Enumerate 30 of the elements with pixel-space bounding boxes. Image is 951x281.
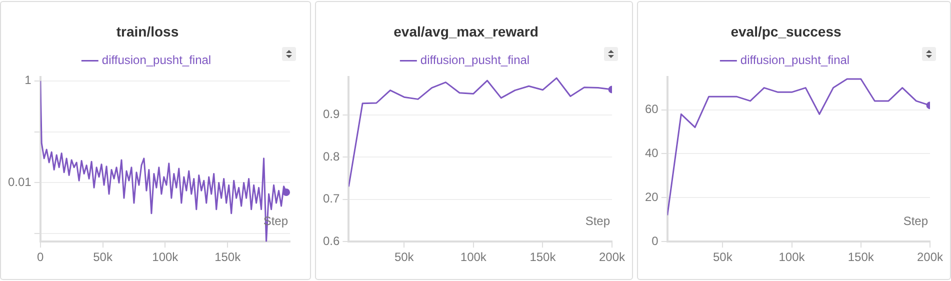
y-tick-label: 1 [24,73,32,88]
y-tick-label: 0 [652,234,659,248]
x-tick-label: 50k [712,250,734,264]
x-tick-label: 200k [916,250,944,264]
y-tick-label: 0.9 [322,107,340,122]
legend-label: diffusion_pusht_final [740,53,850,68]
x-tick-label: 100k [460,250,488,264]
x-tick-label: 0 [37,250,44,264]
y-tick-label: 60 [644,102,659,116]
x-tick-label: 150k [848,250,875,264]
x-tick-label: 50k [394,250,415,264]
y-tick-label: 0.01 [8,175,32,190]
chart-title: eval/avg_max_reward [394,23,538,40]
x-tick-label: 150k [214,250,242,264]
x-tick-label: 150k [530,250,557,264]
x-tick-label: 100k [152,250,180,264]
legend-label: diffusion_pusht_final [420,53,530,68]
y-tick-label: 0.7 [322,192,340,206]
x-tick-label: 50k [93,250,114,264]
x-tick-label: 100k [778,250,806,264]
chart-title: train/loss [116,23,179,40]
y-tick-label: 40 [644,146,659,160]
chart-title: eval/pc_success [730,23,842,40]
y-tick-label: 0.8 [322,149,340,164]
x-tick-label: 200k [598,250,626,264]
legend-label: diffusion_pusht_final [102,53,212,68]
x-axis-title: Step [903,214,928,228]
y-tick-label: 0.6 [322,234,340,248]
x-axis-title: Step [585,214,610,228]
y-tick-label: 20 [644,190,659,204]
